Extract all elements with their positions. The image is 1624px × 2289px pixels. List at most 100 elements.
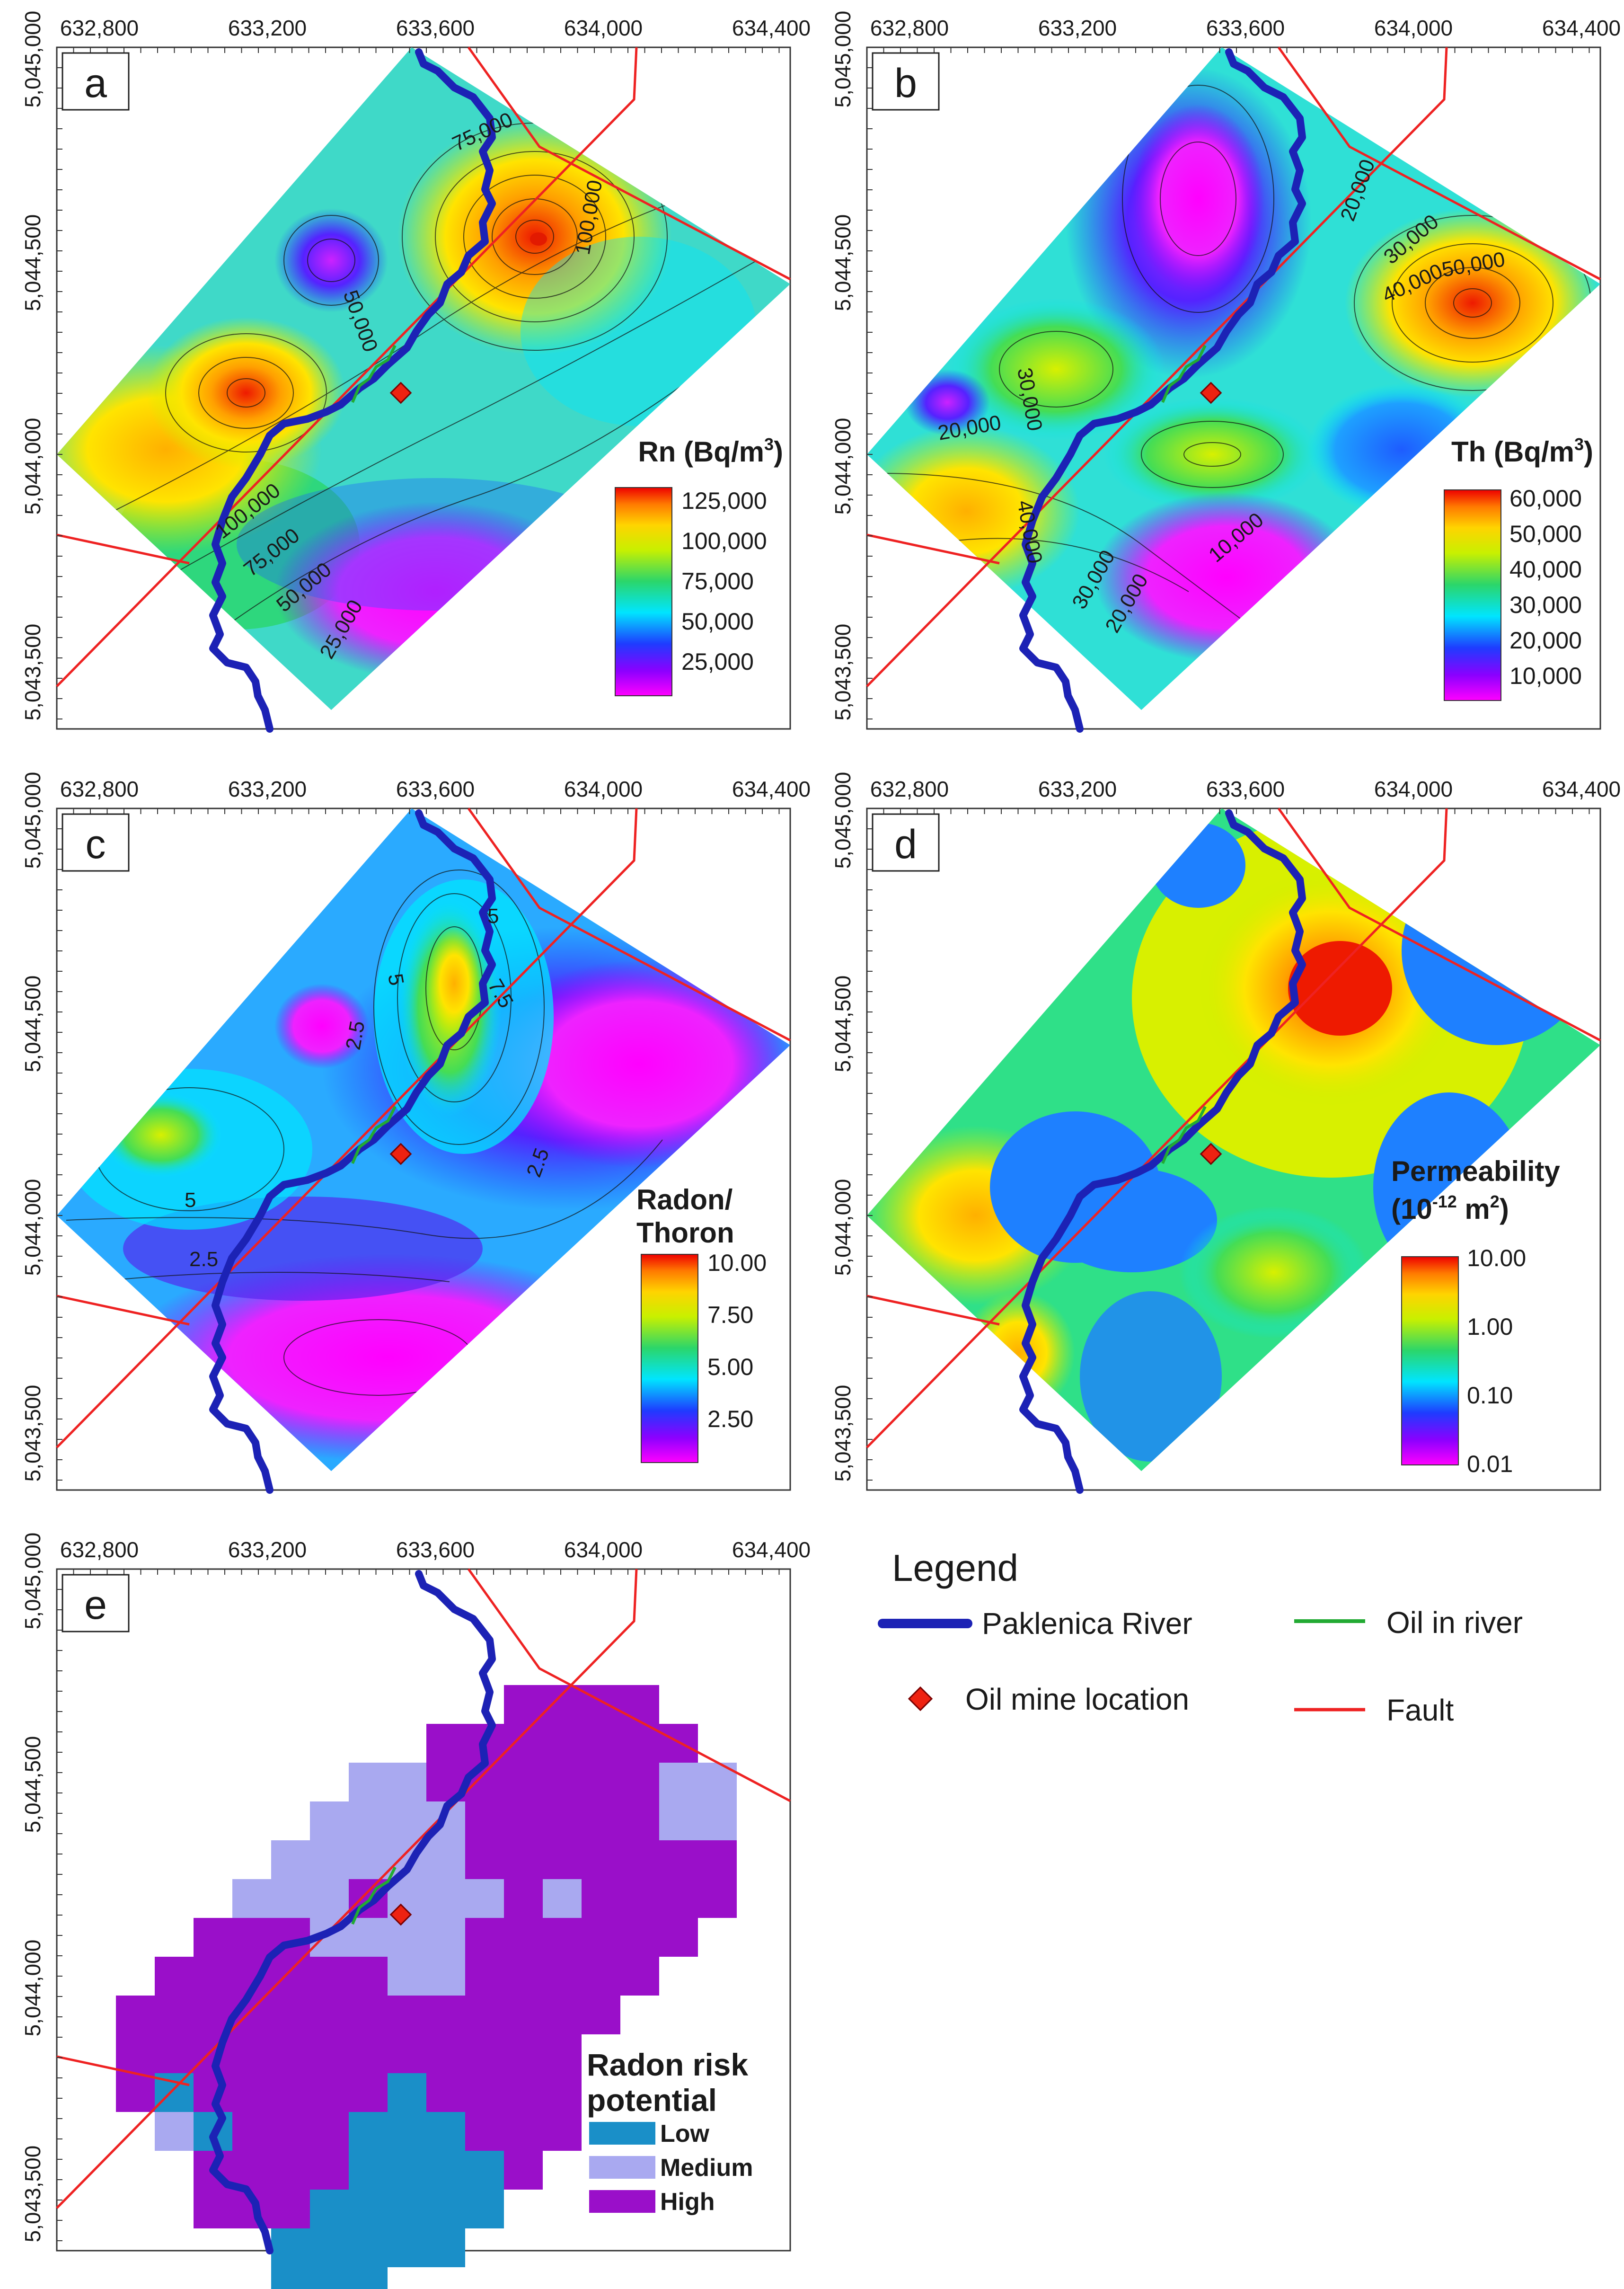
risk-label: Low [660, 2120, 710, 2147]
main-legend: Legend Paklenica River Oil in river Oil … [878, 1547, 1523, 1727]
x-tick-label: 634,400 [1542, 777, 1621, 801]
risk-cell [698, 1840, 737, 1879]
x-tick-label: 634,000 [1374, 16, 1453, 40]
risk-cell [116, 2034, 155, 2073]
svg-text:potential: potential [587, 2083, 717, 2118]
x-tick-label: 634,000 [564, 16, 643, 40]
svg-text:Rn (Bq/m3): Rn (Bq/m3) [638, 435, 783, 468]
svg-text:Radon/: Radon/ [636, 1184, 733, 1215]
risk-cell [271, 1957, 310, 1996]
y-tick-label: 5,045,000 [20, 1533, 45, 1630]
oil-mine-location [389, 1903, 412, 1926]
svg-text:0.01: 0.01 [1467, 1451, 1513, 1477]
svg-text:Oil in river: Oil in river [1386, 1606, 1523, 1640]
risk-cell [349, 2190, 388, 2228]
svg-text:Thoron: Thoron [636, 1217, 734, 1249]
x-tick-label: 633,200 [1038, 777, 1117, 801]
risk-cell [232, 2112, 271, 2151]
risk-cell [194, 1918, 232, 1957]
risk-cell [388, 2228, 426, 2267]
panel-d [866, 807, 1601, 1491]
risk-cell [543, 1801, 582, 1840]
risk-cell [349, 2034, 388, 2073]
x-tick-label: 632,800 [870, 777, 949, 801]
risk-cell [310, 2267, 349, 2289]
risk-cell [349, 2151, 388, 2190]
risk-cell [582, 1840, 620, 1879]
map-overlay-2 [56, 807, 791, 1494]
risk-cell [116, 2073, 155, 2112]
y-tick-label: 5,043,500 [20, 2146, 45, 2243]
risk-cell [504, 1685, 543, 1724]
y-tick-label: 5,044,000 [830, 1179, 855, 1276]
x-tick-label: 633,200 [228, 16, 307, 40]
svg-text:0.10: 0.10 [1467, 1382, 1513, 1409]
risk-cell [426, 1957, 465, 1996]
paklenica-river [209, 809, 496, 1494]
svg-text:50,000: 50,000 [1509, 521, 1582, 547]
risk-cell [116, 1996, 155, 2034]
risk-cell [465, 2151, 504, 2190]
risk-cell [426, 2228, 465, 2267]
risk-cell [620, 1801, 659, 1840]
svg-text:Th (Bq/m3): Th (Bq/m3) [1451, 435, 1593, 468]
axes-3: 632,800 633,200 633,600 634,000 634,400 5,045… [830, 772, 1621, 1482]
x-tick-label: 634,400 [732, 16, 811, 40]
legend-mine-swatch [908, 1686, 933, 1712]
risk-cell [465, 1801, 504, 1840]
risk-cell [232, 2034, 271, 2073]
rn-peak [530, 232, 547, 246]
colorbar-ticks: 10.00 7.50 5.00 2.50 [707, 1250, 767, 1432]
risk-cell [543, 2034, 582, 2073]
svg-text:Legend: Legend [892, 1547, 1018, 1589]
risk-cell [271, 2073, 310, 2112]
svg-text:5: 5 [185, 1189, 196, 1212]
risk-cell [543, 2112, 582, 2151]
y-tick-label: 5,044,500 [20, 976, 45, 1073]
svg-text:c: c [86, 822, 106, 867]
risk-cell [543, 1724, 582, 1763]
risk-swatch-high [589, 2190, 655, 2213]
risk-cell [620, 1724, 659, 1763]
risk-cell [349, 1840, 388, 1879]
y-tick-label: 5,044,500 [830, 976, 855, 1073]
oil-mine-location [389, 382, 412, 404]
risk-cell [465, 1918, 504, 1957]
svg-text:50,000: 50,000 [681, 608, 754, 635]
y-tick-label: 5,045,000 [830, 11, 855, 108]
risk-cell [582, 1801, 620, 1840]
svg-text:(10-12 m2): (10-12 m2) [1391, 1192, 1509, 1225]
oil-mine-location [389, 1143, 412, 1165]
risk-cell [271, 2228, 310, 2267]
y-tick-label: 5,043,500 [830, 1385, 855, 1482]
panel-letter-a: a [62, 52, 130, 111]
risk-label: Medium [660, 2154, 753, 2182]
risk-cell [582, 1763, 620, 1801]
risk-cell [543, 2073, 582, 2112]
risk-cell [426, 1918, 465, 1957]
risk-cell [582, 1879, 620, 1918]
svg-text:2.50: 2.50 [707, 1406, 753, 1432]
oil-in-river [351, 1106, 397, 1164]
risk-cell [310, 2228, 349, 2267]
risk-cell [504, 1763, 543, 1801]
risk-cell [310, 1801, 349, 1840]
svg-text:10.00: 10.00 [707, 1250, 767, 1276]
risk-cell [620, 1685, 659, 1724]
risk-cell [349, 1763, 388, 1801]
map-overlay-4 [56, 1568, 791, 2254]
risk-cell [465, 2112, 504, 2151]
x-tick-label: 632,800 [60, 777, 139, 801]
y-tick-label: 5,045,000 [20, 11, 45, 108]
risk-cell [271, 2034, 310, 2073]
svg-text:Permeability: Permeability [1391, 1155, 1560, 1187]
risk-cell [271, 2267, 310, 2289]
risk-cell [543, 1840, 582, 1879]
risk-cell [310, 2190, 349, 2228]
risk-cell [426, 2034, 465, 2073]
panel-c [56, 807, 791, 1491]
risk-cell [543, 1763, 582, 1801]
y-tick-label: 5,044,500 [830, 214, 855, 311]
svg-text:e: e [84, 1582, 107, 1628]
risk-cell [232, 2151, 271, 2190]
